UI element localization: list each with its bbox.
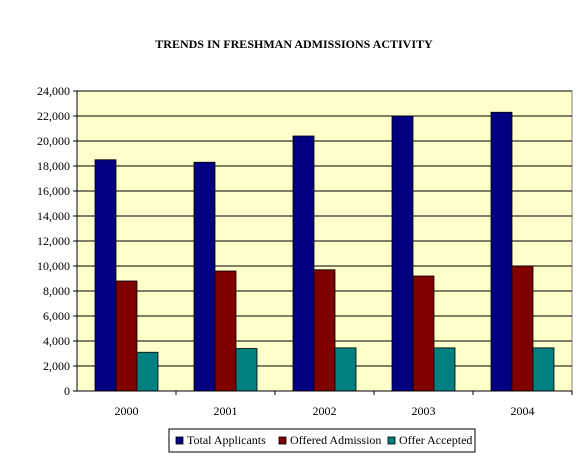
legend: Total Applicants Offered Admission Offer A… — [168, 428, 476, 453]
y-tick-label: 16,000 — [37, 184, 70, 198]
bar-offer-accepted-2002 — [334, 347, 357, 392]
bar-total-applicants-2002 — [292, 135, 315, 392]
bar-offer-accepted-2004 — [532, 347, 555, 392]
y-tick-label: 8,000 — [43, 284, 70, 298]
x-tick-label: 2001 — [214, 404, 238, 418]
x-tick-label: 2002 — [313, 404, 337, 418]
bar-offered-admission-2004 — [511, 265, 534, 392]
y-tick-label: 24,000 — [37, 84, 70, 98]
legend-label: Offered Admission — [290, 433, 381, 447]
bar-offered-admission-2003 — [412, 275, 435, 392]
y-tick-label: 2,000 — [43, 359, 70, 373]
legend-swatch — [278, 436, 287, 445]
bar-offer-accepted-2003 — [433, 347, 456, 392]
legend-label: Total Applicants — [187, 433, 266, 447]
y-tick-label: 18,000 — [37, 159, 70, 173]
bar-total-applicants-2000 — [94, 159, 117, 392]
legend-label: Offer Accepted — [399, 433, 472, 447]
x-tick-label: 2003 — [412, 404, 436, 418]
gridlines — [77, 90, 572, 367]
legend-swatch — [175, 436, 184, 445]
y-axis-ticks: 0 2,000 4,000 6,000 8,000 10,000 12,000 14,000 1… — [37, 84, 77, 398]
bar-offered-admission-2001 — [214, 270, 237, 392]
y-tick-label: 6,000 — [43, 309, 70, 323]
y-tick-label: 12,000 — [37, 234, 70, 248]
bars — [94, 111, 555, 392]
bar-total-applicants-2003 — [391, 115, 414, 392]
y-tick-label: 0 — [64, 384, 70, 398]
bar-total-applicants-2004 — [490, 111, 513, 392]
bar-offered-admission-2002 — [313, 269, 336, 392]
y-tick-label: 10,000 — [37, 259, 70, 273]
y-tick-label: 14,000 — [37, 209, 70, 223]
chart-title: TRENDS IN FRESHMAN ADMISSIONS ACTIVITY — [155, 37, 433, 51]
y-tick-label: 22,000 — [37, 109, 70, 123]
bar-offer-accepted-2001 — [235, 348, 258, 392]
legend-box — [168, 428, 476, 453]
x-tick-label: 2000 — [115, 404, 139, 418]
x-tick-label: 2004 — [511, 404, 535, 418]
bar-total-applicants-2001 — [193, 161, 216, 392]
legend-swatch — [387, 436, 396, 445]
y-tick-label: 4,000 — [43, 334, 70, 348]
bar-offer-accepted-2000 — [136, 351, 159, 392]
x-axis-ticks: 2000 2001 2002 2003 2004 — [115, 391, 573, 418]
y-tick-label: 20,000 — [37, 134, 70, 148]
bar-offered-admission-2000 — [115, 280, 138, 392]
